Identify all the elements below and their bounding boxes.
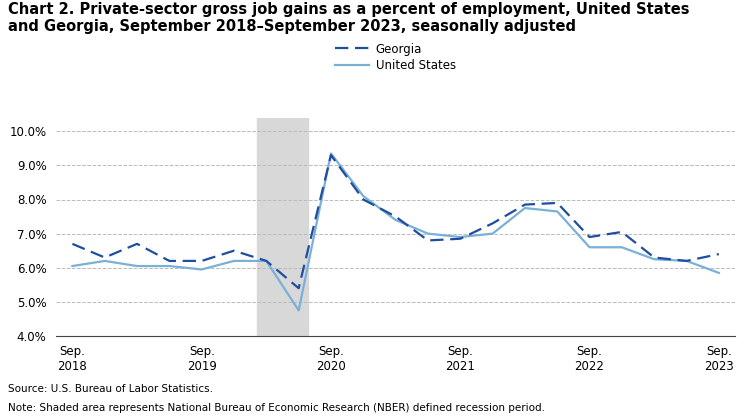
Legend: Georgia, United States: Georgia, United States <box>333 40 458 75</box>
Text: Source: U.S. Bureau of Labor Statistics.: Source: U.S. Bureau of Labor Statistics. <box>8 384 212 394</box>
Text: Note: Shaded area represents National Bureau of Economic Research (NBER) defined: Note: Shaded area represents National Bu… <box>8 403 544 413</box>
Text: and Georgia, September 2018–September 2023, seasonally adjusted: and Georgia, September 2018–September 20… <box>8 19 575 34</box>
Text: Chart 2. Private-sector gross job gains as a percent of employment, United State: Chart 2. Private-sector gross job gains … <box>8 2 689 17</box>
Bar <box>256 118 308 336</box>
